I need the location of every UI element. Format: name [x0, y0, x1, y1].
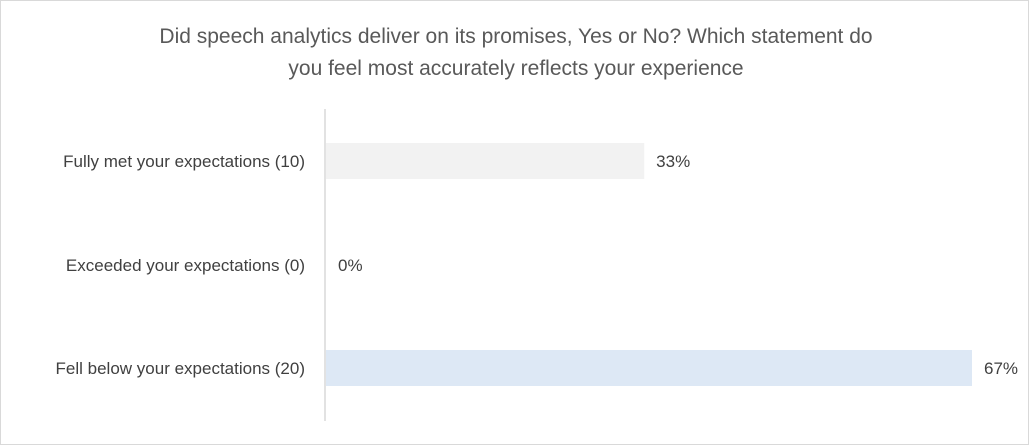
- data-label-1: 33%: [656, 152, 690, 171]
- chart-title-line-2: you feel most accurately reflects your e…: [288, 57, 743, 80]
- bar-1: [326, 143, 645, 179]
- bar-3: [326, 350, 972, 386]
- category-label-2: Exceeded your expectations (0): [66, 256, 305, 275]
- category-label-1: Fully met your expectations (10): [63, 152, 305, 171]
- data-label-3: 67%: [984, 359, 1018, 378]
- data-label-2: 0%: [338, 256, 363, 275]
- category-label-3: Fell below your expectations (20): [56, 359, 305, 378]
- category-labels: Fully met your expectations (10) Exceeded…: [56, 152, 305, 378]
- bars-layer: [326, 143, 972, 386]
- data-labels: 33% 0% 67%: [338, 152, 1018, 378]
- chart-title: Did speech analytics deliver on its prom…: [159, 25, 872, 80]
- chart-title-line-1: Did speech analytics deliver on its prom…: [159, 25, 872, 48]
